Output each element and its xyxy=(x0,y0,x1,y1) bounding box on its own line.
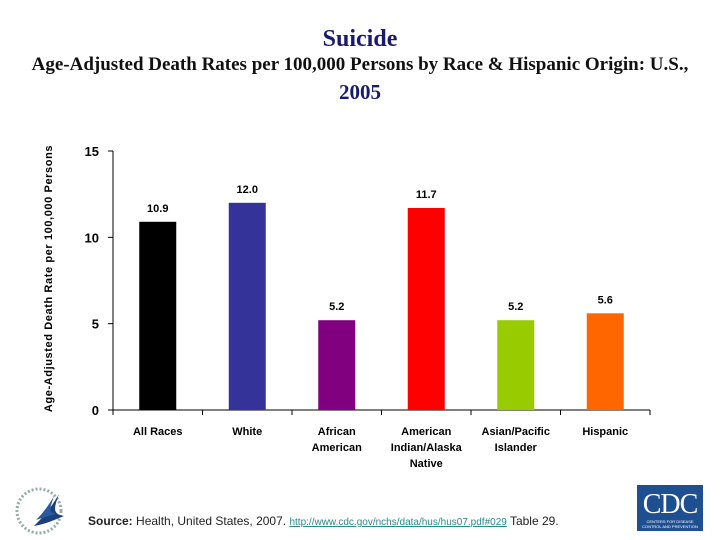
chart-subtitle: Age-Adjusted Death Rates per 100,000 Per… xyxy=(31,54,689,75)
bar-1 xyxy=(228,202,266,410)
bar-2 xyxy=(318,320,356,410)
source-note: Source: Health, United States, 2007. htt… xyxy=(88,514,559,528)
cdc-logo: CDC CENTERS FOR DISEASE CONTROL AND PREVE… xyxy=(637,485,703,531)
value-label: 10.9 xyxy=(147,203,168,215)
value-label: 5.2 xyxy=(508,301,523,313)
source-text: Health, United States, 2007. xyxy=(132,514,290,528)
x-tick-label: African xyxy=(318,426,356,438)
chart-title: Suicide xyxy=(322,26,398,52)
source-table: Table 29. xyxy=(506,514,559,528)
x-tick-label: Indian/Alaska xyxy=(391,442,463,454)
value-label: 12.0 xyxy=(237,184,258,196)
y-tick-label: 5 xyxy=(92,317,99,332)
value-label: 5.6 xyxy=(598,294,613,306)
cdc-logo-text: CDC xyxy=(642,489,699,520)
x-tick-label: Islander xyxy=(495,442,538,454)
hhs-logo-icon xyxy=(15,487,64,535)
y-tick-label: 15 xyxy=(85,144,99,159)
bar-0 xyxy=(139,221,177,410)
bar-chart: 0 5 10 15 Age-Adjusted Death Rate per 100,00… xyxy=(43,144,651,470)
x-tick-label: American xyxy=(312,442,362,454)
x-tick-label: Native xyxy=(410,458,443,470)
y-tick-label: 0 xyxy=(92,403,99,418)
value-label: 5.2 xyxy=(329,301,344,313)
cdc-logo-subtext: CENTERS FOR DISEASE CONTROL AND PREVENTI… xyxy=(642,519,698,529)
x-tick-label: Asian/Pacific xyxy=(482,426,550,438)
y-axis-label: Age-Adjusted Death Rate per 100,000 Pers… xyxy=(43,145,55,412)
bar-5 xyxy=(586,313,624,410)
y-tick-label: 10 xyxy=(85,230,99,245)
source-link[interactable]: http://www.cdc.gov/nchs/data/hus/hus07.p… xyxy=(289,517,507,528)
bar-3 xyxy=(407,207,445,410)
x-tick-label: American xyxy=(401,426,451,438)
source-label: Source: xyxy=(88,514,133,528)
x-tick-label: Hispanic xyxy=(582,426,628,438)
x-tick-label: All Races xyxy=(133,426,183,438)
bar-4 xyxy=(497,320,535,410)
x-tick-label: White xyxy=(232,426,262,438)
chart-subtitle-year: 2005 xyxy=(339,80,381,104)
value-label: 11.7 xyxy=(416,189,437,201)
